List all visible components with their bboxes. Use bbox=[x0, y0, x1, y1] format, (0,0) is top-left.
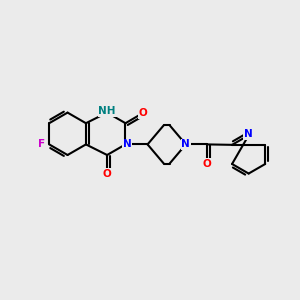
Text: N: N bbox=[244, 129, 253, 139]
Text: O: O bbox=[139, 108, 148, 118]
Text: NH: NH bbox=[98, 106, 116, 116]
Text: N: N bbox=[123, 140, 131, 149]
Text: F: F bbox=[38, 140, 45, 149]
Text: N: N bbox=[182, 140, 190, 149]
Text: O: O bbox=[103, 169, 112, 179]
Text: O: O bbox=[203, 158, 212, 169]
